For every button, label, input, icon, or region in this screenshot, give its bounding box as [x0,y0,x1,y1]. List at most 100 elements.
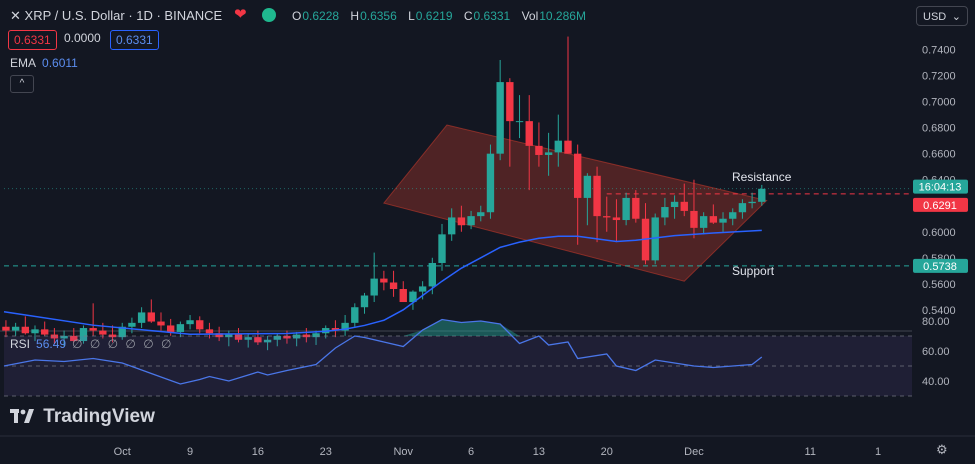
price-tick-label: 0.7000 [922,97,956,109]
candle-body [215,333,223,338]
market-status-icon[interactable] [262,8,276,22]
candle-body [302,334,311,338]
price-tick-label: 0.5600 [922,279,956,291]
rsi-legend[interactable]: RSI 56.49 ∅ ∅ ∅ ∅ ∅ ∅ [10,337,173,351]
candle-body [729,212,737,219]
high-value: 0.6356 [360,9,397,23]
spread-value: 0.0000 [64,31,101,45]
price-tick-label: 0.7200 [922,71,956,83]
price-tick-label: 0.5400 [922,305,956,317]
support-annotation: Support [732,264,775,278]
candle-body [370,278,378,296]
buy-price-button[interactable]: 0.6331 [110,30,159,50]
candle-body [79,328,88,342]
candle-body [244,337,252,340]
candle-body [99,330,107,335]
candle-body [89,328,97,331]
heart-icon[interactable]: ❤ [234,6,247,23]
sell-price-button[interactable]: 0.6331 [8,30,57,50]
close-key: C [463,9,473,23]
open-value: 0.6228 [302,9,340,23]
rsi-placeholders: ∅ ∅ ∅ ∅ ∅ ∅ [72,337,174,351]
candle-body [380,278,388,283]
candle-body [506,82,514,122]
close-icon[interactable]: ✕ [10,8,21,23]
candle-body [176,324,185,332]
candle-body [2,326,10,331]
candle-body [312,333,320,338]
time-tick-label: 16 [252,446,264,458]
candle-body [166,325,175,332]
candle-body [477,212,485,217]
time-tick-label: 1 [875,446,881,458]
candle-body [389,282,398,290]
candle-body [50,334,59,339]
candle-body [137,312,146,323]
candle-body [186,320,194,325]
candle-body [564,140,572,154]
price-tick-label: 0.6000 [922,227,956,239]
candle-body [525,121,533,146]
candle-body [360,295,369,308]
rsi-tick-label: 80.00 [922,316,950,328]
candle-body [438,234,446,263]
rsi-line [3,318,763,385]
candle-body [128,322,136,327]
collapse-legend-button[interactable]: ^ [10,75,34,93]
candle-body [573,153,582,198]
candle-body [457,217,466,226]
time-tick-label: 9 [187,446,193,458]
candle-body [612,217,621,221]
currency-selector[interactable]: USD ⌄ [916,6,968,26]
ema-line [3,229,762,336]
support-price-tag: 0.5738 [923,261,957,273]
countdown-tag-bg [913,179,968,194]
ema-label: EMA [10,56,37,70]
price-tick-label: 0.6800 [922,123,956,135]
time-tick-label: 20 [601,446,613,458]
volume-key: Vol [521,9,539,23]
resistance-price-tag-bg [913,197,968,212]
candle-body [147,312,155,322]
candle-body [632,197,640,219]
candle-body [118,326,126,338]
candle-body [399,289,407,303]
candle-body [738,203,747,213]
ema-legend[interactable]: EMA 0.6011 [10,56,78,70]
candle-body [670,201,679,208]
candle-body [234,334,243,340]
candle-body [515,121,524,123]
rsi-label: RSI [10,337,31,351]
candle-body [31,329,39,334]
candle-body [196,320,204,330]
rsi-band [4,336,912,396]
candle-body [448,217,456,235]
tradingview-mark-icon [10,406,39,427]
symbol-title[interactable]: ✕ XRP / U.S. Dollar · 1D · BINANCE [10,8,222,24]
candle-body [263,339,272,343]
candle-body [21,326,30,334]
candle-body [651,217,659,261]
gear-icon[interactable]: ⚙ [936,442,948,457]
candle-body [758,188,766,202]
candle-body [11,326,20,331]
time-tick-label: 23 [320,446,332,458]
candle-body [283,335,291,339]
tradingview-logo: TradingView [10,406,155,428]
candle-body [603,216,611,218]
candle-body [273,335,281,340]
volume-value: 10.286M [539,9,586,23]
candle-body [486,153,495,213]
tradingview-logo-text: TradingView [43,406,155,427]
low-value: 0.6219 [415,9,453,23]
candle-body [709,216,718,223]
candle-body [699,216,708,228]
ohlc-legend: O0.6228 H0.6356 L0.6219 C0.6331 Vol10.28… [292,9,594,23]
rsi-tick-label: 40.00 [922,376,950,388]
candle-body [748,201,756,204]
candle-body [467,216,475,226]
rsi-value: 56.49 [36,337,67,351]
candle-body [593,175,601,217]
candle-body [254,337,262,343]
